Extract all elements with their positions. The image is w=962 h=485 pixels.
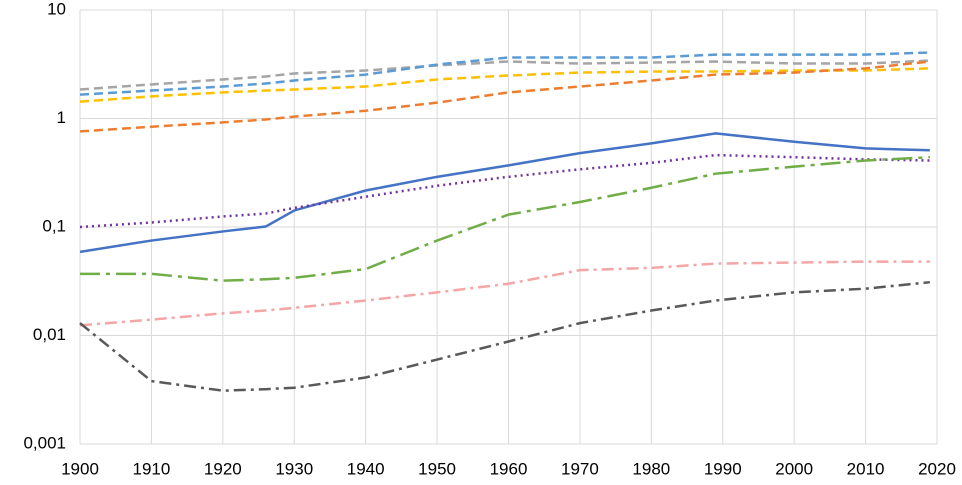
x-tick-label: 1940 <box>347 459 385 478</box>
line-series <box>79 60 930 133</box>
x-tick-label: 2010 <box>847 459 885 478</box>
x-tick-label: 1970 <box>561 459 599 478</box>
x-tick-label: 1910 <box>133 459 171 478</box>
line-series <box>79 153 930 229</box>
line-series <box>79 59 930 91</box>
y-tick-label: 1 <box>57 108 66 127</box>
y-tick-label: 0,001 <box>23 433 66 452</box>
x-tick-label: 1990 <box>704 459 742 478</box>
x-tick-label: 1980 <box>632 459 670 478</box>
x-tick-label: 1960 <box>490 459 528 478</box>
line-series <box>79 280 930 392</box>
x-tick-label: 2020 <box>918 459 956 478</box>
y-tick-label: 10 <box>47 0 66 18</box>
x-tick-label: 1920 <box>204 459 242 478</box>
line-series <box>79 132 930 254</box>
line-series <box>80 155 930 282</box>
y-tick-label: 0,01 <box>33 325 66 344</box>
line-series <box>79 67 930 103</box>
x-tick-label: 1950 <box>418 459 456 478</box>
x-tick-label: 1900 <box>61 459 99 478</box>
y-tick-label: 0,1 <box>42 216 66 235</box>
line-series <box>79 260 930 327</box>
x-tick-label: 1930 <box>275 459 313 478</box>
x-tick-label: 2000 <box>775 459 813 478</box>
line-series <box>79 51 930 96</box>
